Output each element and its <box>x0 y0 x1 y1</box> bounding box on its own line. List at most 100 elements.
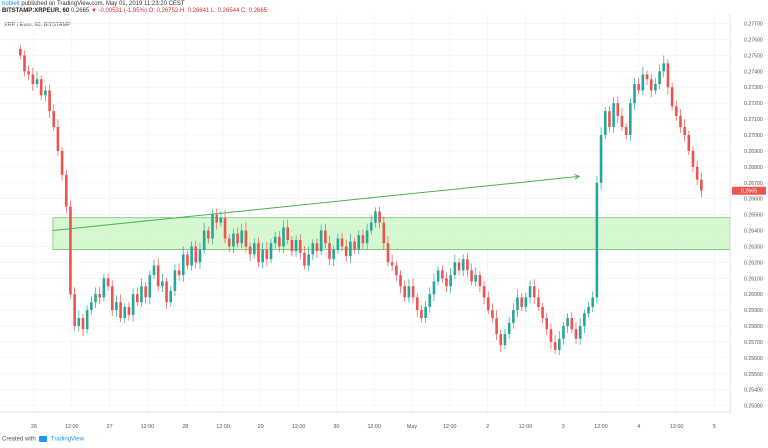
support-zone[interactable] <box>52 217 731 250</box>
y-tick-label: 0.25700 <box>744 340 763 346</box>
candle-body <box>315 243 319 252</box>
candle-body <box>56 127 60 151</box>
candle-body <box>60 150 64 175</box>
candle-body <box>52 111 56 128</box>
candle-body <box>278 236 281 247</box>
candle-body <box>369 222 373 231</box>
candle-body <box>612 103 615 128</box>
candle-body <box>557 338 561 350</box>
candle-body <box>311 243 315 255</box>
candle-body <box>591 297 595 307</box>
candle-body <box>261 249 264 263</box>
trendline[interactable] <box>52 173 581 232</box>
candle-body <box>85 310 89 330</box>
candle-body <box>574 329 578 339</box>
candle-body <box>340 238 344 247</box>
candle-body <box>658 71 661 85</box>
candle-body <box>102 278 106 298</box>
chart-header: nobleit published on TradingView.com, Ma… <box>0 0 768 22</box>
candle-body <box>73 294 76 327</box>
tradingview-brand[interactable]: TradingView <box>50 436 84 443</box>
support-zone-rect <box>52 217 731 250</box>
y-tick-label: 0.27700 <box>744 22 763 28</box>
price-value: 0.2665 <box>70 8 90 14</box>
candle-body <box>106 278 110 287</box>
candle-body <box>624 127 628 135</box>
candle-body <box>194 246 198 263</box>
symbol-name[interactable]: BITSTAMP:XRPEUR, 60 <box>2 8 70 14</box>
candle-body <box>616 103 620 116</box>
candle-body <box>324 230 327 244</box>
y-tick-label: 0.26400 <box>744 229 763 235</box>
candle-body <box>115 302 118 311</box>
trendline-line <box>52 175 580 232</box>
x-tick-label: 12:00 <box>367 424 381 430</box>
candle-body <box>499 333 503 346</box>
candle-body <box>232 233 235 247</box>
candle-body <box>273 236 277 244</box>
candle-body <box>620 115 624 128</box>
candle-body <box>319 230 323 252</box>
candle-body <box>695 166 699 180</box>
candle-body <box>332 249 335 260</box>
candle-body <box>649 79 653 91</box>
x-tick-label: 29 <box>258 424 264 430</box>
candle-body <box>532 286 536 298</box>
x-tick-label: 12:00 <box>216 424 230 430</box>
candle-body <box>570 318 574 330</box>
x-tick-label: 12:00 <box>292 424 306 430</box>
y-tick-label: 0.26200 <box>744 260 763 266</box>
candle-body <box>35 79 39 85</box>
x-tick-label: 2 <box>486 424 489 430</box>
candle-body <box>399 275 402 287</box>
candle-body <box>378 211 381 223</box>
y-tick-label: 0.26900 <box>744 149 763 155</box>
last-price-tag: 0.2665 <box>732 186 766 195</box>
candle-body <box>415 297 419 311</box>
candle-body <box>386 243 390 263</box>
x-tick-label: 3 <box>562 424 565 430</box>
candle-body <box>148 275 152 298</box>
candle-body <box>202 230 206 250</box>
candle-body <box>357 235 361 250</box>
candle-body <box>687 134 691 151</box>
candle-body <box>679 115 682 128</box>
candle-body <box>390 262 394 266</box>
candle-body <box>298 240 302 253</box>
candle-body <box>77 318 81 327</box>
candle-body <box>123 306 127 319</box>
published-text: published on TradingView.com, May 01, 20… <box>21 1 185 7</box>
candle-body <box>219 217 223 223</box>
candle-body <box>257 243 260 263</box>
candle-body <box>365 230 369 244</box>
candle-body <box>683 127 686 135</box>
candle-body <box>177 270 181 276</box>
author-name[interactable]: nobleit <box>2 1 20 7</box>
candle-body <box>303 252 306 266</box>
candle-body <box>248 246 252 255</box>
candle-body <box>528 286 532 298</box>
candle-body <box>286 227 290 241</box>
candle-body <box>541 306 544 319</box>
ohlc-values: O: 0.26752 H: 0.26841 L: 0.26544 C: 0.26… <box>148 8 268 14</box>
series-legend: XRP / Euro, 60, BITSTAMP <box>4 22 71 28</box>
candle-body <box>81 318 85 330</box>
candle-body <box>599 134 603 183</box>
candle-body <box>495 318 498 334</box>
candle-body <box>457 262 461 271</box>
candle-body <box>328 243 331 260</box>
candle-body <box>524 297 528 307</box>
candle-body <box>64 174 68 207</box>
created-with-label: Created with <box>2 436 36 443</box>
candle-body <box>265 249 269 260</box>
y-tick-label: 0.26800 <box>744 165 763 171</box>
candle-body <box>432 281 436 295</box>
y-tick-label: 0.27200 <box>744 101 763 107</box>
candle-body <box>169 291 173 303</box>
x-tick-label: 28 <box>182 424 188 430</box>
candle-body <box>420 310 423 319</box>
candle-body <box>486 297 490 311</box>
candle-body <box>566 318 569 327</box>
candle-body <box>69 206 72 295</box>
